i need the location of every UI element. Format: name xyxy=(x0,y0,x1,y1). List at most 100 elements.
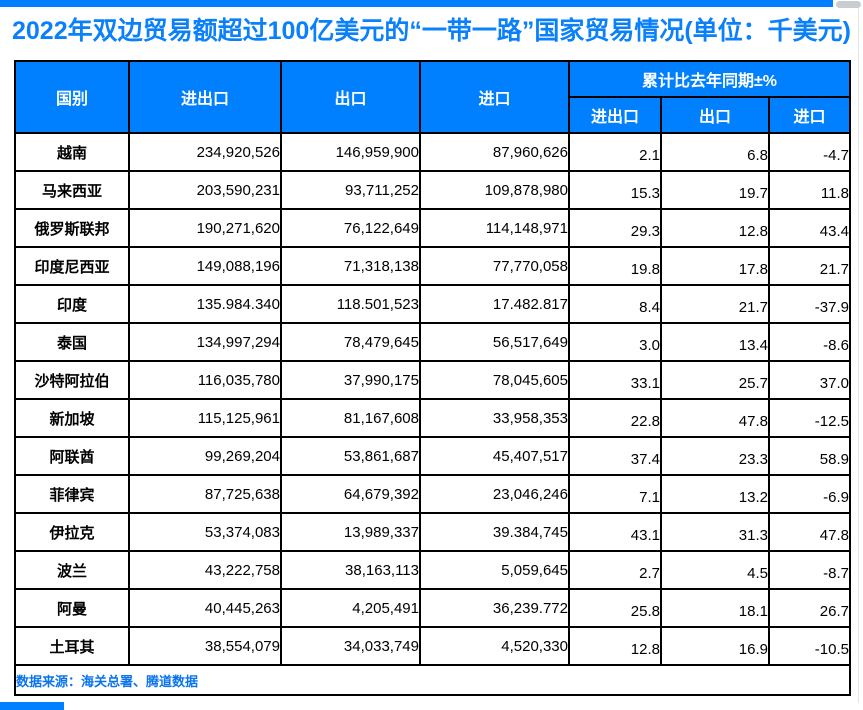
country-cell: 阿联酋 xyxy=(14,436,130,476)
bottom-accent-bar xyxy=(0,702,64,710)
header-import: 进口 xyxy=(419,60,570,134)
window-right-edge xyxy=(858,8,859,703)
yoy-import-cell: 11.8 xyxy=(768,170,851,210)
country-cell: 菲律宾 xyxy=(14,474,130,514)
yoy-export-cell: 13.4 xyxy=(660,322,770,362)
export-cell: 64,679,392 xyxy=(280,474,421,514)
yoy-total-cell: 37.4 xyxy=(568,436,662,476)
total-cell: 38,554,079 xyxy=(128,626,282,666)
yoy-export-cell: 17.8 xyxy=(660,246,770,286)
export-cell: 78,479,645 xyxy=(280,322,421,362)
country-cell: 伊拉克 xyxy=(14,512,130,552)
total-cell: 99,269,204 xyxy=(128,436,282,476)
trade-table: 国别 进出口 出口 进口 累计比去年同期±% 进出口 出口 进口 越南 234,… xyxy=(14,60,851,696)
import-cell: 109,878,980 xyxy=(419,170,570,210)
import-cell: 87,960,626 xyxy=(419,132,570,172)
country-cell: 马来西亚 xyxy=(14,170,130,210)
yoy-total-cell: 33.1 xyxy=(568,360,662,400)
yoy-import-cell: 37.0 xyxy=(768,360,851,400)
header-export: 出口 xyxy=(280,60,421,134)
yoy-export-cell: 19.7 xyxy=(660,170,770,210)
yoy-export-cell: 16.9 xyxy=(660,626,770,666)
header-country: 国别 xyxy=(14,60,130,134)
import-cell: 39.384,745 xyxy=(419,512,570,552)
table-row: 印度 135.984.340 118.501,523 17.482.817 8.… xyxy=(14,284,851,324)
yoy-import-cell: -8.6 xyxy=(768,322,851,362)
yoy-total-cell: 22.8 xyxy=(568,398,662,438)
top-accent-bar xyxy=(0,0,833,7)
export-cell: 34,033,749 xyxy=(280,626,421,666)
table-row: 越南 234,920,526 146,959,900 87,960,626 2.… xyxy=(14,132,851,172)
country-cell: 俄罗斯联邦 xyxy=(14,208,130,248)
table-row: 马来西亚 203,590,231 93,711,252 109,878,980 … xyxy=(14,170,851,210)
total-cell: 40,445,263 xyxy=(128,588,282,628)
country-cell: 土耳其 xyxy=(14,626,130,666)
yoy-import-cell: 21.7 xyxy=(768,246,851,286)
total-cell: 134,997,294 xyxy=(128,322,282,362)
export-cell: 76,122,649 xyxy=(280,208,421,248)
country-cell: 新加坡 xyxy=(14,398,130,438)
country-cell: 印度 xyxy=(14,284,130,324)
yoy-export-cell: 47.8 xyxy=(660,398,770,438)
table-row: 波兰 43,222,758 38,163,113 5,059,645 2.7 4… xyxy=(14,550,851,590)
import-cell: 36,239.772 xyxy=(419,588,570,628)
total-cell: 149,088,196 xyxy=(128,246,282,286)
import-cell: 17.482.817 xyxy=(419,284,570,324)
yoy-import-cell: -37.9 xyxy=(768,284,851,324)
yoy-total-cell: 7.1 xyxy=(568,474,662,514)
yoy-import-cell: -8.7 xyxy=(768,550,851,590)
total-cell: 234,920,526 xyxy=(128,132,282,172)
source-row: 数据来源：海关总署、腾道数据 xyxy=(14,664,851,696)
import-cell: 77,770,058 xyxy=(419,246,570,286)
country-cell: 波兰 xyxy=(14,550,130,590)
yoy-import-cell: 47.8 xyxy=(768,512,851,552)
import-cell: 23,046,246 xyxy=(419,474,570,514)
yoy-import-cell: 26.7 xyxy=(768,588,851,628)
country-cell: 越南 xyxy=(14,132,130,172)
yoy-total-cell: 29.3 xyxy=(568,208,662,248)
table-row: 菲律宾 87,725,638 64,679,392 23,046,246 7.1… xyxy=(14,474,851,514)
yoy-total-cell: 43.1 xyxy=(568,512,662,552)
yoy-export-cell: 21.7 xyxy=(660,284,770,324)
yoy-export-cell: 12.8 xyxy=(660,208,770,248)
table-row: 新加坡 115,125,961 81,167,608 33,958,353 22… xyxy=(14,398,851,438)
table-row: 阿曼 40,445,263 4,205,491 36,239.772 25.8 … xyxy=(14,588,851,628)
total-cell: 87,725,638 xyxy=(128,474,282,514)
yoy-total-cell: 8.4 xyxy=(568,284,662,324)
country-cell: 阿曼 xyxy=(14,588,130,628)
yoy-export-cell: 4.5 xyxy=(660,550,770,590)
horizontal-scrollbar-thumb[interactable] xyxy=(836,1,861,8)
yoy-export-cell: 6.8 xyxy=(660,132,770,172)
header-yoy-total: 进出口 xyxy=(568,96,662,134)
country-cell: 泰国 xyxy=(14,322,130,362)
table-row: 伊拉克 53,374,083 13,989,337 39.384,745 43.… xyxy=(14,512,851,552)
total-cell: 135.984.340 xyxy=(128,284,282,324)
country-cell: 印度尼西亚 xyxy=(14,246,130,286)
yoy-total-cell: 19.8 xyxy=(568,246,662,286)
yoy-export-cell: 23.3 xyxy=(660,436,770,476)
import-cell: 4,520,330 xyxy=(419,626,570,666)
import-cell: 78,045,605 xyxy=(419,360,570,400)
data-source-note: 数据来源：海关总署、腾道数据 xyxy=(14,664,851,696)
yoy-export-cell: 13.2 xyxy=(660,474,770,514)
yoy-import-cell: -12.5 xyxy=(768,398,851,438)
table-row: 俄罗斯联邦 190,271,620 76,122,649 114,148,971… xyxy=(14,208,851,248)
export-cell: 53,861,687 xyxy=(280,436,421,476)
yoy-export-cell: 25.7 xyxy=(660,360,770,400)
yoy-import-cell: 58.9 xyxy=(768,436,851,476)
export-cell: 71,318,138 xyxy=(280,246,421,286)
yoy-import-cell: -10.5 xyxy=(768,626,851,666)
import-cell: 56,517,649 xyxy=(419,322,570,362)
import-cell: 114,148,971 xyxy=(419,208,570,248)
yoy-total-cell: 15.3 xyxy=(568,170,662,210)
yoy-export-cell: 18.1 xyxy=(660,588,770,628)
total-cell: 115,125,961 xyxy=(128,398,282,438)
table-body: 越南 234,920,526 146,959,900 87,960,626 2.… xyxy=(14,132,851,666)
table-row: 泰国 134,997,294 78,479,645 56,517,649 3.0… xyxy=(14,322,851,362)
table-row: 土耳其 38,554,079 34,033,749 4,520,330 12.8… xyxy=(14,626,851,666)
yoy-import-cell: 43.4 xyxy=(768,208,851,248)
header-yoy-import: 进口 xyxy=(768,96,851,134)
import-cell: 45,407,517 xyxy=(419,436,570,476)
export-cell: 4,205,491 xyxy=(280,588,421,628)
